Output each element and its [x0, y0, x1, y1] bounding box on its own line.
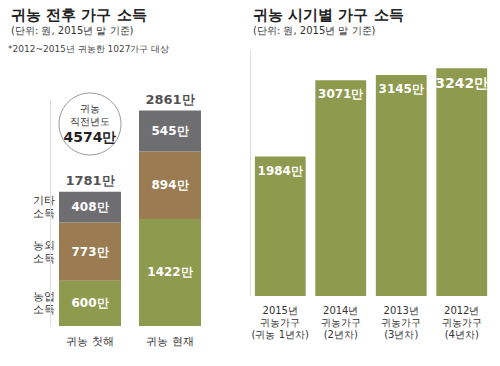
- svg-text:귀농 시기별 가구 소득: 귀농 시기별 가구 소득: [253, 6, 404, 24]
- svg-text:2014년: 2014년: [323, 305, 358, 316]
- svg-text:(단위: 원, 2015년 말 기준): (단위: 원, 2015년 말 기준): [253, 25, 376, 36]
- svg-text:소득: 소득: [33, 252, 55, 265]
- svg-text:773만: 773만: [71, 245, 108, 259]
- svg-text:1422만: 1422만: [147, 265, 192, 279]
- svg-text:농외: 농외: [33, 239, 55, 252]
- svg-text:3071만: 3071만: [318, 87, 363, 101]
- svg-text:408만: 408만: [71, 200, 108, 214]
- svg-text:(2년차): (2년차): [324, 329, 358, 340]
- svg-text:(3년차): (3년차): [384, 329, 418, 340]
- svg-text:귀농가구: 귀농가구: [381, 317, 421, 328]
- svg-text:1984만: 1984만: [258, 164, 303, 178]
- svg-text:소득: 소득: [33, 207, 55, 220]
- svg-text:귀농: 귀농: [80, 103, 100, 114]
- svg-text:귀농 전후 가구 소득: 귀농 전후 가구 소득: [11, 6, 147, 24]
- svg-text:(귀농 1년차): (귀농 1년차): [252, 329, 309, 340]
- svg-text:(단위: 원, 2015년 말 기준): (단위: 원, 2015년 말 기준): [11, 25, 134, 36]
- svg-text:2861만: 2861만: [145, 92, 194, 107]
- svg-text:(4년차): (4년차): [445, 329, 479, 340]
- svg-text:기타: 기타: [33, 194, 55, 207]
- svg-text:4574만: 4574만: [64, 129, 117, 145]
- svg-text:894만: 894만: [151, 178, 188, 192]
- svg-text:귀농가구: 귀농가구: [260, 317, 300, 328]
- svg-text:귀농가구: 귀농가구: [321, 317, 361, 328]
- svg-text:2012년: 2012년: [444, 305, 479, 316]
- svg-text:직전년도: 직전년도: [70, 116, 110, 127]
- svg-text:545만: 545만: [151, 124, 188, 138]
- svg-text:600만: 600만: [71, 296, 108, 310]
- svg-text:2015년: 2015년: [263, 305, 298, 316]
- svg-text:3242만: 3242만: [435, 75, 488, 91]
- svg-text:귀농가구: 귀농가구: [442, 317, 482, 328]
- svg-text:농업: 농업: [33, 290, 55, 303]
- svg-text:*2012~2015년 귀농한 1027가구 대상: *2012~2015년 귀농한 1027가구 대상: [8, 44, 169, 54]
- svg-text:소득: 소득: [33, 303, 55, 316]
- svg-text:2013년: 2013년: [384, 305, 419, 316]
- svg-text:3145만: 3145만: [379, 82, 424, 96]
- svg-text:귀농 첫해: 귀농 첫해: [66, 335, 114, 348]
- svg-text:귀농 현재: 귀농 현재: [146, 335, 194, 348]
- svg-text:1781만: 1781만: [65, 173, 114, 188]
